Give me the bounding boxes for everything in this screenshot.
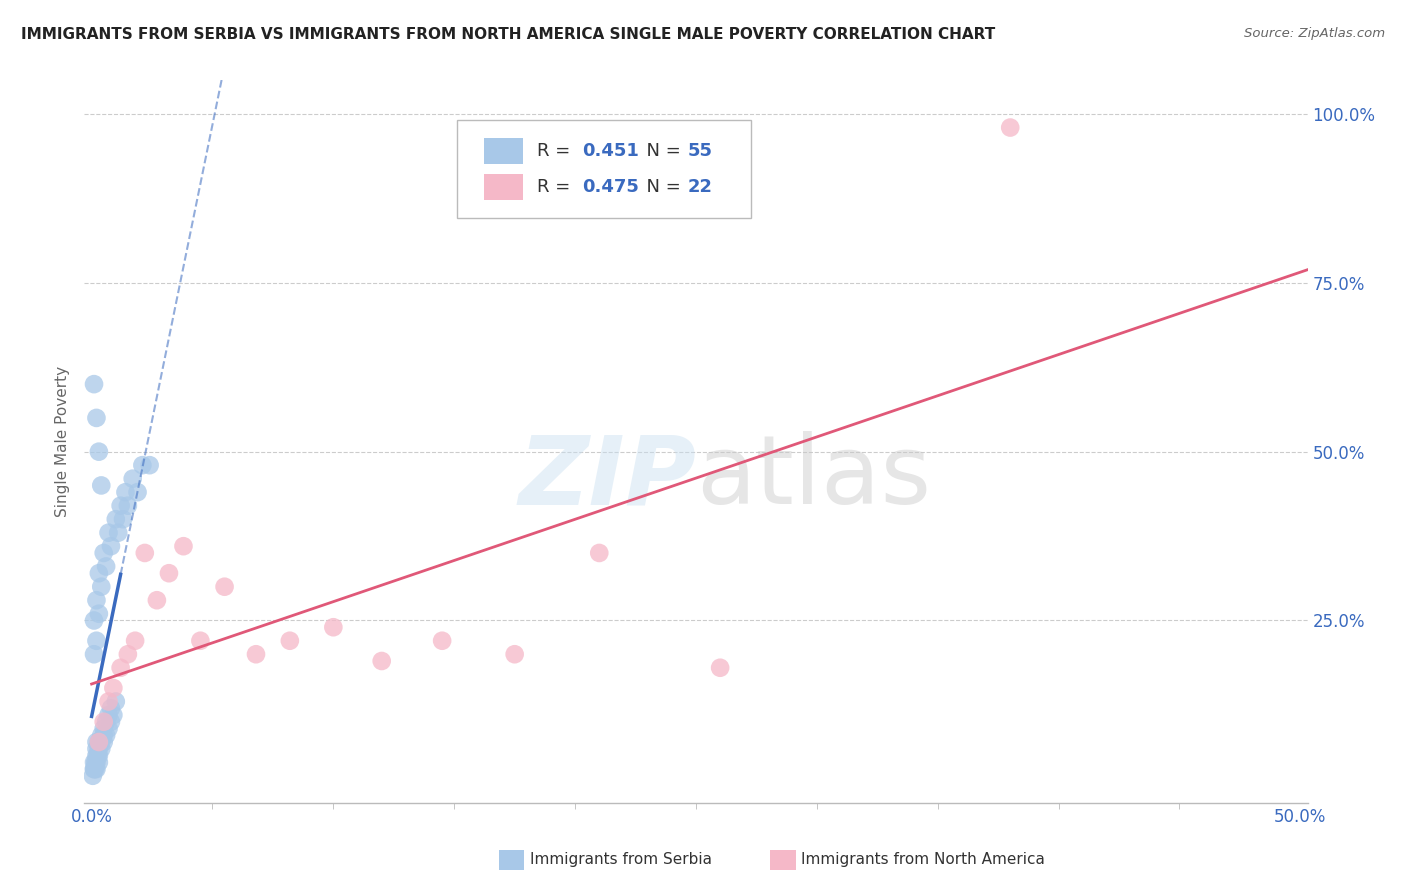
Point	[370, 654, 392, 668]
Point	[100, 539, 122, 553]
Point	[131, 458, 153, 472]
Point	[245, 647, 267, 661]
Point	[93, 735, 115, 749]
Point	[121, 472, 143, 486]
Y-axis label: Single Male Poverty: Single Male Poverty	[55, 366, 70, 517]
Point	[86, 633, 108, 648]
Point	[503, 647, 526, 661]
Point	[83, 377, 105, 392]
Point	[172, 539, 194, 553]
Point	[83, 762, 105, 776]
Point	[97, 525, 120, 540]
Point	[86, 748, 108, 763]
Text: Immigrants from Serbia: Immigrants from Serbia	[530, 853, 711, 867]
Point	[84, 756, 107, 770]
Point	[97, 694, 120, 708]
Point	[117, 499, 139, 513]
Point	[709, 661, 731, 675]
Point	[112, 512, 135, 526]
Point	[83, 756, 105, 770]
Point	[90, 728, 112, 742]
Point	[93, 546, 115, 560]
Point	[87, 444, 110, 458]
Point	[1000, 120, 1022, 135]
Point	[90, 735, 112, 749]
Text: 0.451: 0.451	[582, 142, 640, 160]
Point	[97, 708, 120, 723]
Point	[87, 735, 110, 749]
Point	[110, 661, 132, 675]
Text: R =: R =	[537, 142, 576, 160]
Point	[94, 728, 117, 742]
FancyBboxPatch shape	[457, 120, 751, 218]
Point	[114, 485, 136, 500]
Text: 55: 55	[688, 142, 713, 160]
Point	[87, 566, 110, 581]
Text: Immigrants from North America: Immigrants from North America	[801, 853, 1045, 867]
Point	[87, 756, 110, 770]
Point	[93, 722, 115, 736]
Point	[124, 633, 146, 648]
Point	[86, 741, 108, 756]
Point	[104, 694, 127, 708]
Point	[87, 735, 110, 749]
Point	[100, 714, 122, 729]
Point	[84, 762, 107, 776]
Point	[87, 607, 110, 621]
Point	[86, 411, 108, 425]
Point	[86, 756, 108, 770]
Bar	[484, 174, 523, 200]
Point	[97, 722, 120, 736]
Point	[588, 546, 610, 560]
Text: 0.475: 0.475	[582, 178, 640, 196]
Point	[87, 741, 110, 756]
Point	[87, 748, 110, 763]
Point	[214, 580, 236, 594]
Text: ZIP: ZIP	[517, 431, 696, 524]
Point	[103, 708, 125, 723]
Text: R =: R =	[537, 178, 576, 196]
Point	[94, 714, 117, 729]
Point	[90, 580, 112, 594]
Point	[94, 559, 117, 574]
Point	[278, 633, 301, 648]
Point	[90, 478, 112, 492]
Point	[86, 748, 108, 763]
Point	[83, 762, 105, 776]
Point	[82, 769, 104, 783]
Point	[83, 614, 105, 628]
Text: IMMIGRANTS FROM SERBIA VS IMMIGRANTS FROM NORTH AMERICA SINGLE MALE POVERTY CORR: IMMIGRANTS FROM SERBIA VS IMMIGRANTS FRO…	[21, 27, 995, 42]
Point	[134, 546, 156, 560]
Point	[90, 741, 112, 756]
Point	[430, 633, 453, 648]
Point	[86, 762, 108, 776]
Point	[103, 681, 125, 695]
Point	[117, 647, 139, 661]
Point	[127, 485, 149, 500]
Point	[86, 593, 108, 607]
Text: N =: N =	[636, 178, 686, 196]
Point	[86, 735, 108, 749]
Point	[104, 512, 127, 526]
Point	[322, 620, 344, 634]
Text: N =: N =	[636, 142, 686, 160]
Point	[93, 714, 115, 729]
Point	[146, 593, 169, 607]
Text: Source: ZipAtlas.com: Source: ZipAtlas.com	[1244, 27, 1385, 40]
Bar	[484, 137, 523, 163]
Point	[100, 701, 122, 715]
Point	[138, 458, 160, 472]
Point	[110, 499, 132, 513]
Text: atlas: atlas	[696, 431, 931, 524]
Text: 22: 22	[688, 178, 713, 196]
Point	[190, 633, 212, 648]
Point	[107, 525, 129, 540]
Point	[93, 728, 115, 742]
Point	[83, 647, 105, 661]
Point	[157, 566, 180, 581]
